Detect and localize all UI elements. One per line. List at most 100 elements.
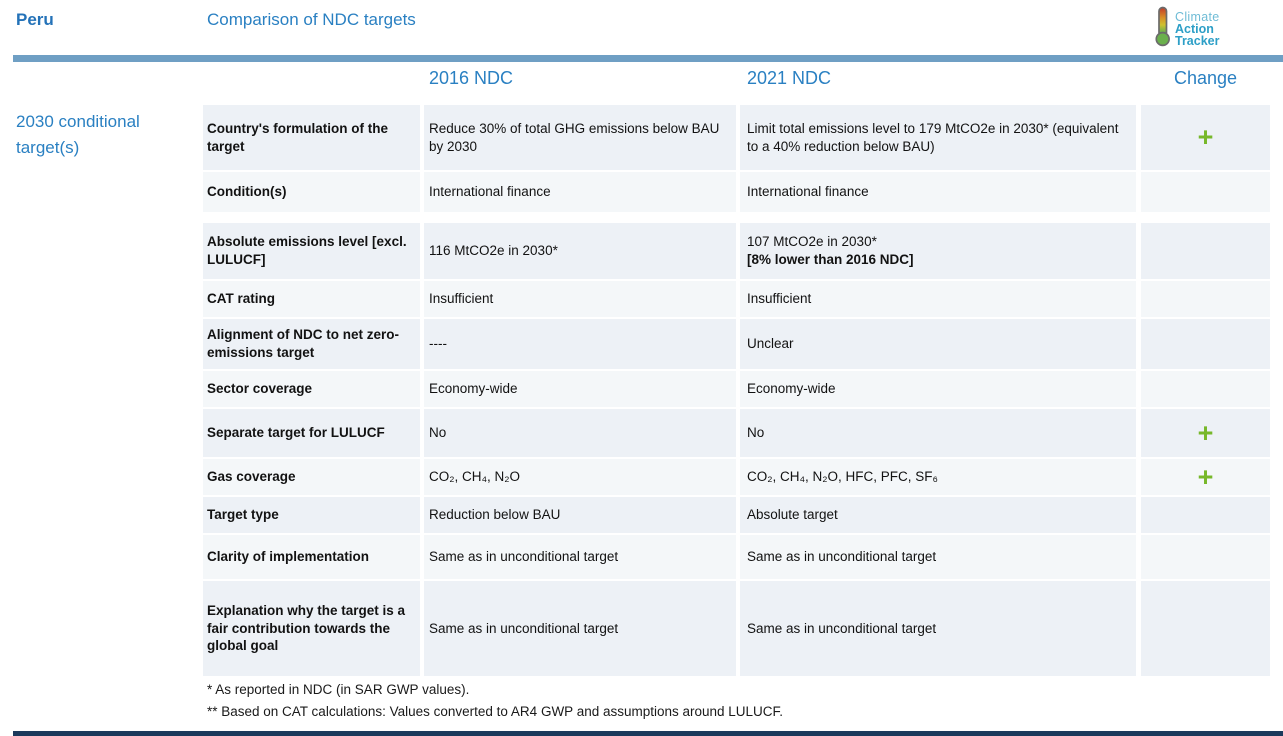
- ndc-comparison-table: Country's formulation of the target Redu…: [203, 105, 1270, 678]
- cell-2016: 116 MtCO2e in 2030*: [424, 223, 736, 279]
- cell-text: Same as in unconditional target: [429, 549, 619, 565]
- cell-2016: International finance: [424, 172, 736, 212]
- cell-text: Reduce 30% of total GHG emissions below …: [429, 120, 720, 154]
- footnotes: * As reported in NDC (in SAR GWP values)…: [207, 679, 783, 723]
- row-label: Clarity of implementation: [203, 535, 420, 579]
- cell-2021: 107 MtCO2e in 2030* [8% lower than 2016 N…: [740, 223, 1136, 279]
- footnote-2: ** Based on CAT calculations: Values con…: [207, 703, 784, 719]
- cell-2016: Economy-wide: [424, 371, 736, 407]
- logo-wordmark: Climate Action Tracker: [1175, 10, 1220, 48]
- cell-text: No: [429, 425, 447, 441]
- row-label: Country's formulation of the target: [203, 105, 420, 170]
- table-row: Gas coverage CO₂, CH₄, N₂O CO₂, CH₄, N₂O…: [203, 459, 1270, 495]
- cell-text: 107 MtCO2e in 2030*: [747, 234, 877, 250]
- table-row: Separate target for LULUCF No No +: [203, 409, 1270, 457]
- cell-2021: Same as in unconditional target: [740, 535, 1136, 579]
- cell-text: International finance: [429, 184, 551, 200]
- logo-line-climate: Climate: [1175, 10, 1220, 24]
- cell-2021: Economy-wide: [740, 371, 1136, 407]
- cell-change: [1141, 172, 1270, 212]
- logo-line-tracker: Tracker: [1175, 34, 1220, 48]
- cell-text: No: [747, 425, 765, 441]
- cell-change: [1141, 535, 1270, 579]
- cell-text: Unclear: [747, 336, 794, 352]
- cell-text: ----: [429, 336, 447, 352]
- plus-icon: +: [1197, 122, 1214, 152]
- cell-text: 116 MtCO2e in 2030*: [429, 243, 558, 259]
- cell-2016: Same as in unconditional target: [424, 535, 736, 579]
- cell-text: CO₂, CH₄, N₂O, HFC, PFC, SF₆: [747, 469, 938, 485]
- climate-action-tracker-logo: Climate Action Tracker: [1154, 6, 1219, 52]
- bottom-divider-bar: [13, 731, 1283, 736]
- cell-change: [1141, 281, 1270, 317]
- plus-icon: +: [1197, 461, 1214, 492]
- cell-change: +: [1141, 105, 1270, 170]
- footnote-1: * As reported in NDC (in SAR GWP values)…: [207, 682, 470, 697]
- table-row: Clarity of implementation Same as in unc…: [203, 535, 1270, 579]
- cell-change: [1141, 319, 1270, 369]
- table-row: Alignment of NDC to net zero-emissions t…: [203, 319, 1270, 369]
- cell-text: Same as in unconditional target: [747, 549, 937, 565]
- cell-2016: Reduction below BAU: [424, 497, 736, 533]
- cell-2016: Same as in unconditional target: [424, 581, 736, 676]
- cell-2021: International finance: [740, 172, 1136, 212]
- cell-2016: No: [424, 409, 736, 457]
- cell-2016: Reduce 30% of total GHG emissions below …: [424, 105, 736, 170]
- cell-text: Same as in unconditional target: [429, 620, 619, 636]
- page-title: Comparison of NDC targets: [207, 10, 416, 29]
- column-headers: 2016 NDC 2021 NDC Change: [203, 68, 1270, 89]
- row-label: Explanation why the target is a fair con…: [203, 581, 420, 676]
- row-label: Separate target for LULUCF: [203, 409, 420, 457]
- logo-line-action: Action: [1175, 22, 1214, 36]
- table-row: CAT rating Insufficient Insufficient: [203, 281, 1270, 317]
- cell-2021: Unclear: [740, 319, 1136, 369]
- cell-text: CO₂, CH₄, N₂O: [429, 469, 520, 485]
- cell-2016: Insufficient: [424, 281, 736, 317]
- row-label: Sector coverage: [203, 371, 420, 407]
- cell-text: Reduction below BAU: [429, 507, 561, 523]
- cell-text: Insufficient: [429, 291, 494, 307]
- column-header-2021-ndc: 2021 NDC: [747, 68, 832, 88]
- country-name: Peru: [16, 10, 54, 29]
- row-label: CAT rating: [203, 281, 420, 317]
- section-label-2030-conditional-targets: 2030 conditional target(s): [16, 112, 140, 158]
- header-divider-bar: [13, 55, 1283, 62]
- table-row: Absolute emissions level [excl. LULUCF] …: [203, 223, 1270, 279]
- cell-text: International finance: [747, 184, 869, 200]
- cell-change: [1141, 371, 1270, 407]
- cell-text: Limit total emissions level to 179 MtCO2…: [747, 120, 1119, 154]
- cell-text: Economy-wide: [747, 381, 836, 397]
- table-row: Condition(s) International finance Inter…: [203, 172, 1270, 212]
- row-label: Alignment of NDC to net zero-emissions t…: [203, 319, 420, 369]
- row-label: Absolute emissions level [excl. LULUCF]: [203, 223, 420, 279]
- cell-2016: ----: [424, 319, 736, 369]
- cell-2021: Same as in unconditional target: [740, 581, 1136, 676]
- thermometer-icon: [1154, 6, 1171, 52]
- column-header-spacer: [203, 68, 424, 89]
- row-label: Target type: [203, 497, 420, 533]
- table-row: Explanation why the target is a fair con…: [203, 581, 1270, 676]
- cell-bold-note: [8% lower than 2016 NDC]: [747, 252, 914, 267]
- cell-change: [1141, 497, 1270, 533]
- cell-change: [1141, 223, 1270, 279]
- column-header-change: Change: [1173, 68, 1238, 88]
- row-label: Gas coverage: [203, 459, 420, 495]
- cell-change: +: [1141, 409, 1270, 457]
- cell-text: Economy-wide: [429, 381, 518, 397]
- cell-2021: Absolute target: [740, 497, 1136, 533]
- table-row: Country's formulation of the target Redu…: [203, 105, 1270, 170]
- cell-text: Same as in unconditional target: [747, 620, 937, 636]
- table-row: Target type Reduction below BAU Absolute…: [203, 497, 1270, 533]
- cell-text: Absolute target: [747, 507, 838, 523]
- cell-text: Insufficient: [747, 291, 812, 307]
- cell-2021: Limit total emissions level to 179 MtCO2…: [740, 105, 1136, 170]
- cell-2021: CO₂, CH₄, N₂O, HFC, PFC, SF₆: [740, 459, 1136, 495]
- cell-2016: CO₂, CH₄, N₂O: [424, 459, 736, 495]
- cell-change: +: [1141, 459, 1270, 495]
- table-row: Sector coverage Economy-wide Economy-wid…: [203, 371, 1270, 407]
- plus-icon: +: [1197, 417, 1214, 448]
- cell-2021: No: [740, 409, 1136, 457]
- cell-change: [1141, 581, 1270, 676]
- column-header-2016-ndc: 2016 NDC: [429, 68, 514, 88]
